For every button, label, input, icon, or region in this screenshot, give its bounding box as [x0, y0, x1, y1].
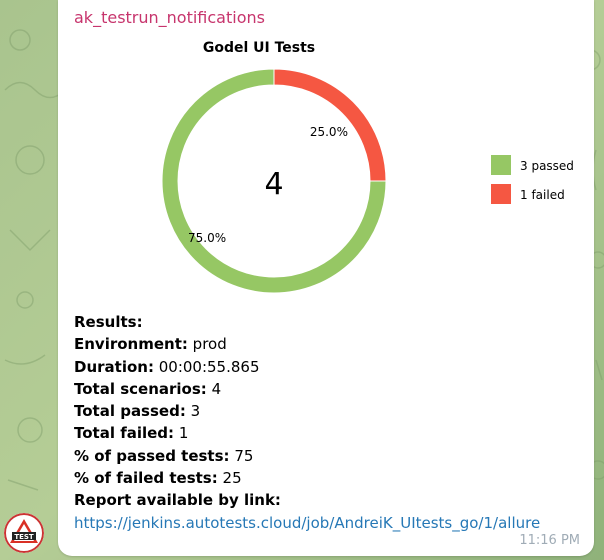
- message-timestamp: 11:16 PM: [519, 533, 580, 548]
- donut-slice-passed[interactable]: [161, 68, 387, 294]
- environment-value: prod: [192, 335, 227, 354]
- pct-passed-value: 75: [234, 446, 254, 465]
- results-block: Results: Environment: prod Duration: 00:…: [74, 311, 584, 534]
- report-label-row: Report available by link:: [74, 491, 281, 510]
- total-passed-row: Total passed: 3: [74, 402, 201, 421]
- sender-name[interactable]: ak_testrun_notifications: [74, 8, 265, 27]
- pct-failed-row: % of failed tests: 25: [74, 469, 242, 488]
- total-failed-value: 1: [178, 424, 189, 443]
- avatar[interactable]: TEST: [4, 513, 44, 553]
- chart-center-total: 4: [264, 167, 283, 202]
- duration-row: Duration: 00:00:55.865: [74, 357, 260, 376]
- donut-group: 25.0% 75.0%: [161, 68, 387, 294]
- report-link[interactable]: https://jenkins.autotests.cloud/job/Andr…: [74, 513, 541, 532]
- message-bubble: ak_testrun_notifications Godel UI Tests …: [58, 0, 594, 556]
- total-passed-value: 3: [190, 402, 201, 421]
- avatar-label: TEST: [14, 533, 34, 541]
- environment-row: Environment: prod: [74, 335, 227, 354]
- chart-legend: 3 passed 1 failed: [491, 155, 574, 204]
- legend-label: 3 passed: [520, 159, 574, 173]
- pct-passed-row: % of passed tests: 75: [74, 446, 254, 465]
- test-badge-icon: TEST: [4, 513, 44, 553]
- test-results-chart[interactable]: Godel UI Tests 25.0% 75.0% 4 3 passed 1 fa…: [72, 30, 580, 300]
- legend-swatch: [491, 155, 511, 175]
- pct-failed-value: 25: [222, 469, 242, 488]
- chart-title: Godel UI Tests: [203, 40, 315, 56]
- legend-swatch: [491, 184, 511, 204]
- total-scenarios-row: Total scenarios: 4: [74, 379, 222, 398]
- results-heading: Results:: [74, 313, 143, 331]
- slice-percent-label: 75.0%: [188, 231, 226, 245]
- slice-percent-label: 25.0%: [310, 125, 348, 139]
- total-failed-row: Total failed: 1: [74, 424, 189, 443]
- total-scenarios-value: 4: [211, 379, 222, 398]
- duration-value: 00:00:55.865: [158, 357, 260, 376]
- legend-label: 1 failed: [520, 188, 565, 202]
